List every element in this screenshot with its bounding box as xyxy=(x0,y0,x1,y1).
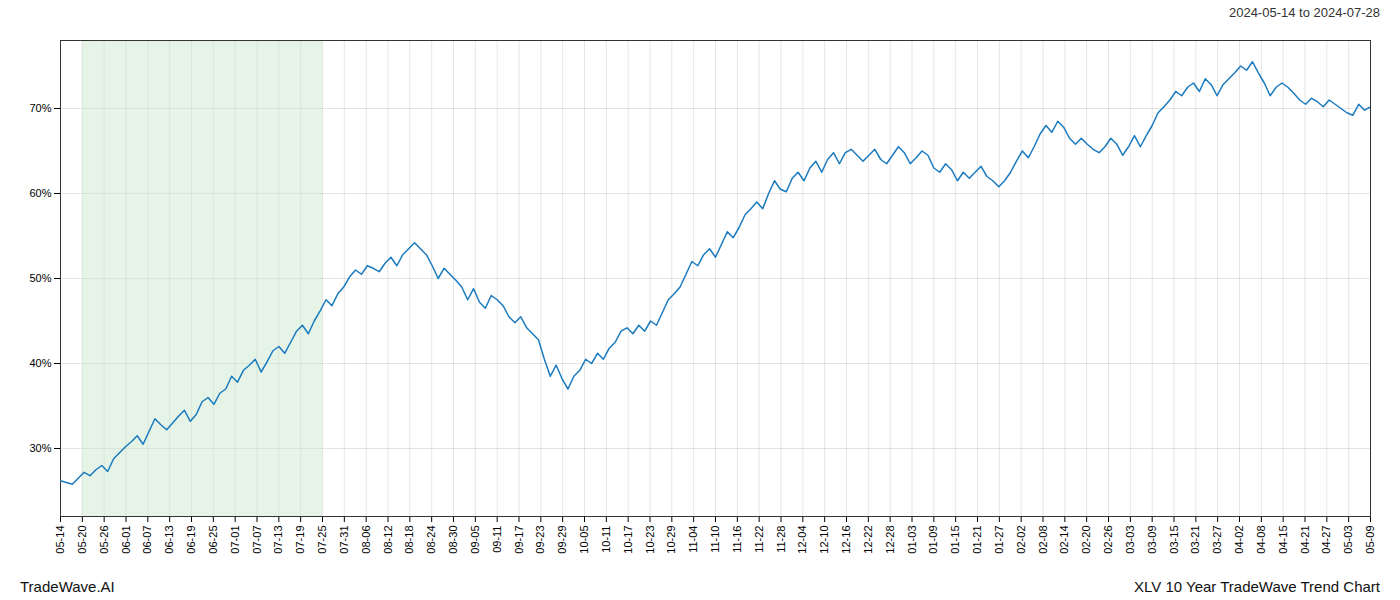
svg-text:01-27: 01-27 xyxy=(993,526,1005,554)
svg-text:12-16: 12-16 xyxy=(840,526,852,554)
svg-text:12-22: 12-22 xyxy=(862,526,874,554)
svg-text:11-04: 11-04 xyxy=(687,526,699,553)
html-text:XLV 10 Year TradeWave Trend Ch: XLV 10 Year TradeWave Trend Chart xyxy=(1134,577,1380,595)
svg-text:07-01: 07-01 xyxy=(229,526,241,554)
svg-text:01-03: 01-03 xyxy=(906,526,918,554)
svg-text:04-27: 04-27 xyxy=(1320,526,1332,554)
svg-text:11-28: 11-28 xyxy=(775,526,787,553)
svg-text:01-21: 01-21 xyxy=(971,526,983,554)
svg-text:11-10: 11-10 xyxy=(709,526,721,553)
svg-text:10-11: 10-11 xyxy=(600,526,612,553)
svg-text:09-17: 09-17 xyxy=(513,526,525,554)
svg-text:05-20: 05-20 xyxy=(76,526,88,554)
svg-text:08-18: 08-18 xyxy=(403,526,415,554)
svg-text:11-16: 11-16 xyxy=(731,526,743,553)
svg-text:03-27: 03-27 xyxy=(1211,526,1223,554)
svg-text:10-29: 10-29 xyxy=(665,526,677,554)
svg-text:05-14: 05-14 xyxy=(54,526,66,554)
svg-text:06-19: 06-19 xyxy=(185,526,197,554)
svg-text:02-08: 02-08 xyxy=(1037,526,1049,554)
svg-text:07-31: 07-31 xyxy=(338,526,350,554)
svg-text:06-07: 06-07 xyxy=(141,526,153,554)
svg-text:06-01: 06-01 xyxy=(120,526,132,554)
html-text:2024-05-14 to 2024-07-28: 2024-05-14 to 2024-07-28 xyxy=(1228,4,1380,20)
svg-text:09-29: 09-29 xyxy=(556,526,568,554)
svg-text:05-26: 05-26 xyxy=(98,526,110,554)
svg-text:09-23: 09-23 xyxy=(534,526,546,554)
svg-text:06-25: 06-25 xyxy=(207,526,219,554)
svg-text:40%: 40% xyxy=(29,357,51,369)
svg-text:02-14: 02-14 xyxy=(1058,526,1070,554)
svg-text:04-15: 04-15 xyxy=(1277,526,1289,554)
svg-text:09-11: 09-11 xyxy=(491,526,503,553)
svg-text:50%: 50% xyxy=(29,272,51,284)
svg-text:03-09: 03-09 xyxy=(1146,526,1158,554)
svg-text:07-25: 07-25 xyxy=(316,526,328,554)
svg-text:05-03: 05-03 xyxy=(1342,526,1354,554)
svg-text:70%: 70% xyxy=(29,102,51,114)
svg-text:09-05: 09-05 xyxy=(469,526,481,554)
svg-text:03-15: 03-15 xyxy=(1168,526,1180,554)
svg-text:04-02: 04-02 xyxy=(1233,526,1245,554)
svg-text:07-19: 07-19 xyxy=(294,526,306,554)
svg-text:03-03: 03-03 xyxy=(1124,526,1136,554)
svg-text:11-22: 11-22 xyxy=(753,526,765,553)
svg-text:04-21: 04-21 xyxy=(1299,526,1311,554)
svg-text:01-15: 01-15 xyxy=(949,526,961,554)
svg-text:03-21: 03-21 xyxy=(1189,526,1201,554)
svg-text:12-28: 12-28 xyxy=(884,526,896,554)
svg-text:10-23: 10-23 xyxy=(644,526,656,554)
svg-text:07-13: 07-13 xyxy=(272,526,284,554)
svg-text:60%: 60% xyxy=(29,187,51,199)
svg-text:04-08: 04-08 xyxy=(1255,526,1267,554)
svg-text:08-12: 08-12 xyxy=(382,526,394,554)
svg-text:02-02: 02-02 xyxy=(1015,526,1027,554)
svg-text:01-09: 01-09 xyxy=(927,526,939,554)
svg-text:10-17: 10-17 xyxy=(622,526,634,554)
svg-text:05-09: 05-09 xyxy=(1364,526,1376,554)
svg-text:02-20: 02-20 xyxy=(1080,526,1092,554)
svg-text:08-24: 08-24 xyxy=(425,526,437,554)
svg-text:10-05: 10-05 xyxy=(578,526,590,554)
html-text:TradeWave.AI: TradeWave.AI xyxy=(20,577,115,595)
svg-text:08-06: 08-06 xyxy=(360,526,372,554)
svg-text:07-07: 07-07 xyxy=(251,526,263,554)
svg-text:12-04: 12-04 xyxy=(796,526,808,554)
svg-text:30%: 30% xyxy=(29,442,51,454)
svg-text:02-26: 02-26 xyxy=(1102,526,1114,554)
svg-text:12-10: 12-10 xyxy=(818,526,830,554)
svg-text:06-13: 06-13 xyxy=(163,526,175,554)
svg-text:08-30: 08-30 xyxy=(447,526,459,554)
